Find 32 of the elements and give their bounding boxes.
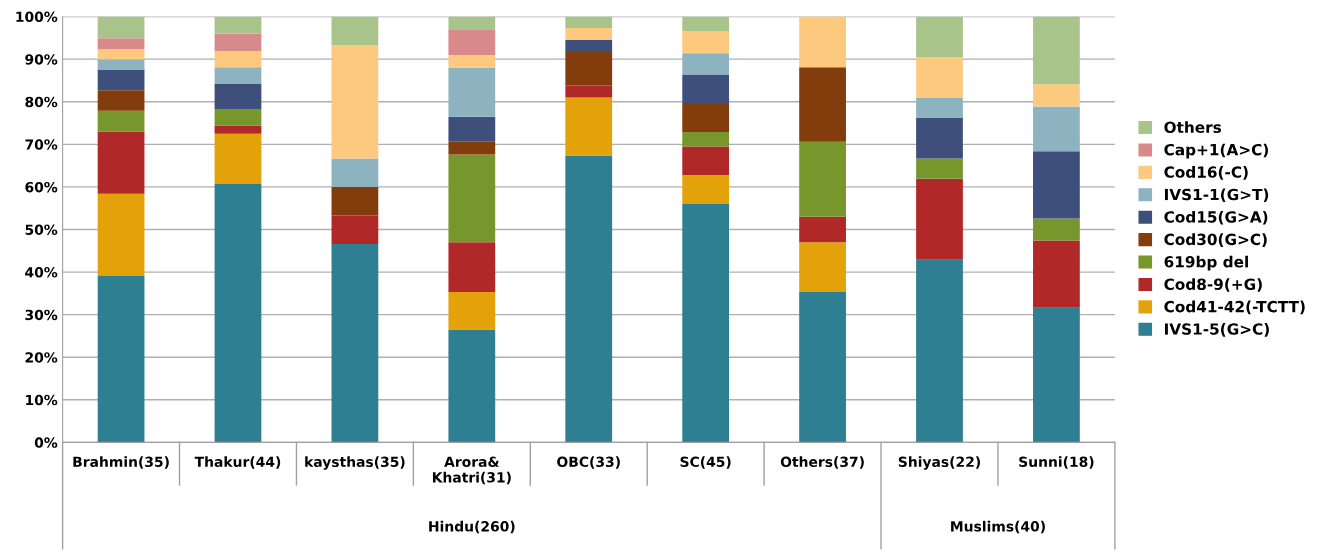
x-tick-label: OBC(33) [557, 456, 620, 469]
legend-label: Cod16(-C) [1164, 166, 1248, 180]
y-tick-label: 100% [16, 11, 58, 23]
legend-label: IVS1-1(G>T) [1165, 188, 1269, 203]
legend-label: IVS1-5(G>C) [1165, 323, 1269, 337]
x-tick-label: kaysthas(35) [305, 456, 405, 470]
x-tick-label: Sunni(18) [1019, 456, 1094, 469]
x-tick-label: Shiyas(22) [898, 456, 980, 470]
y-tick-label: 60% [25, 181, 58, 193]
legend-label: Cap+1(A>C) [1164, 143, 1268, 159]
x-tick-label: Brahmin(35) [73, 456, 169, 469]
x-tick-label: Arora& Khatri(31) [432, 456, 511, 485]
legend-label: Cod8-9(+G) [1164, 278, 1262, 292]
y-tick-label: 0% [34, 437, 58, 448]
y-tick-label: 50% [25, 224, 58, 235]
y-tick-label: 30% [25, 309, 58, 321]
y-tick-label: 40% [25, 267, 58, 278]
x-tick-label: Others(37) [780, 456, 864, 469]
y-tick-label: 90% [25, 54, 58, 65]
y-tick-label: 80% [25, 96, 58, 108]
legend-label: Cod15(G>A) [1164, 210, 1268, 225]
x-tick-label: SC(45) [680, 456, 731, 469]
y-tick-label: 20% [25, 352, 58, 363]
y-tick-label: 70% [25, 139, 58, 150]
x-tick-label: Thakur(44) [194, 456, 281, 469]
legend-label: Others [1164, 121, 1222, 134]
legend-label: Cod30(G>C) [1164, 233, 1267, 247]
text: Muslims(40) [951, 520, 1045, 534]
y-tick-label: 10% [26, 394, 58, 406]
legend-label: 619bp del [1164, 255, 1248, 271]
text: Hindu(260) [429, 520, 515, 534]
legend-label: Cod41-42(-TCTT) [1164, 300, 1305, 315]
